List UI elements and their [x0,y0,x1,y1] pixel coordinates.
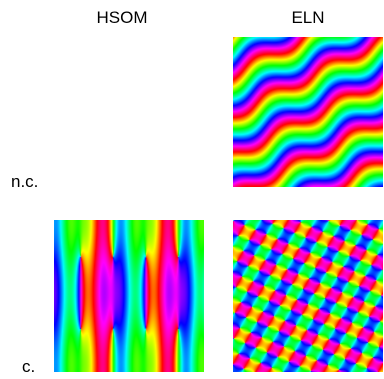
column-label-hsom: HSOM [96,8,148,27]
orientation-map-nc-eln [233,37,383,187]
orientation-map-c-eln [233,220,383,372]
orientation-map-c-hsom [54,220,204,372]
row-label-c: c. [22,357,36,376]
row-label-nc: n.c. [11,172,39,191]
column-label-eln: ELN [291,8,325,27]
